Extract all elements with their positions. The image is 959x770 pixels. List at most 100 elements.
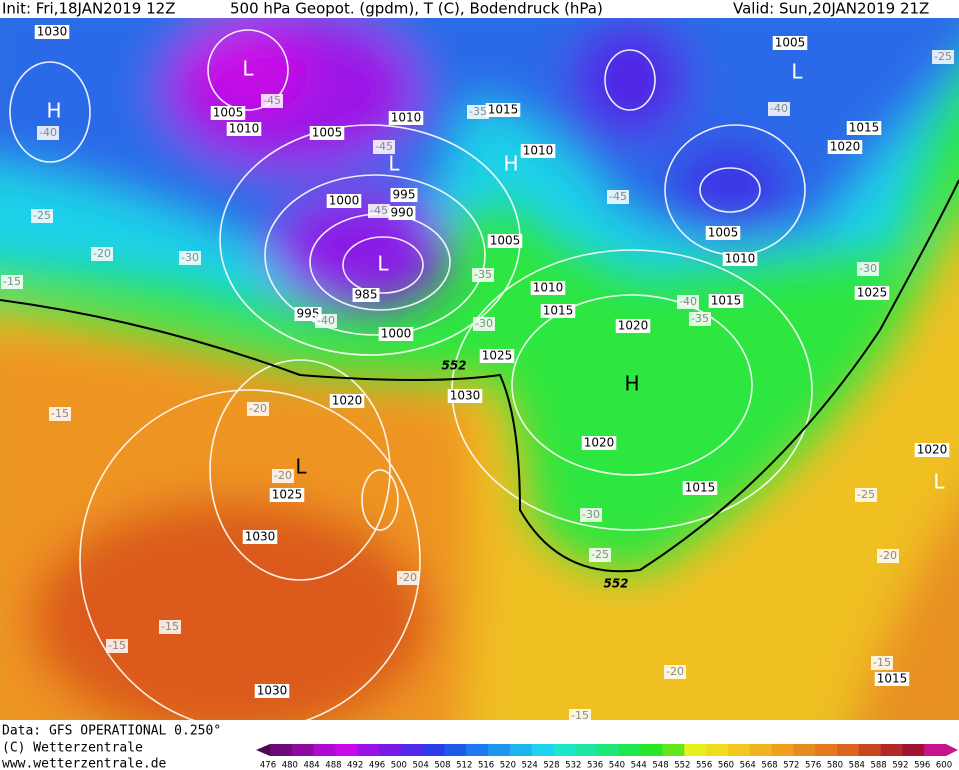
scale-cell — [270, 744, 293, 756]
pressure-label-group: 1030 — [242, 530, 278, 544]
pressure-label-box — [615, 319, 651, 333]
pressure-label: 1005 — [312, 126, 343, 140]
temperature-label-group: -20 — [664, 665, 686, 679]
pressure-label-box — [309, 126, 345, 140]
pressure-label-box — [854, 286, 890, 300]
scale-label: 512 — [456, 761, 472, 770]
pressure-label: 1020 — [332, 394, 363, 408]
pressure-label-box — [827, 140, 863, 154]
temperature-label-box — [49, 407, 71, 421]
temperature-label-box — [857, 262, 879, 276]
valid-time: Valid: Sun,20JAN2019 21Z — [733, 0, 929, 18]
scale-label: 584 — [849, 761, 865, 770]
pressure-label-group: 1030 — [447, 389, 483, 403]
temperature-label-box — [368, 204, 390, 218]
scale-label: 520 — [500, 761, 516, 770]
pressure-label: 1000 — [329, 194, 360, 208]
temperature-label-box — [106, 639, 128, 653]
pressure-label: 995 — [297, 307, 320, 321]
pressure-label: 1030 — [450, 389, 481, 403]
scale-end-left — [256, 744, 270, 756]
pressure-label-group: 1015 — [708, 294, 744, 308]
pressure-label-group: 1015 — [682, 481, 718, 495]
pressure-label-group: 995 — [390, 188, 418, 202]
pressure-label-box — [378, 327, 414, 341]
pressure-label-group: 1015 — [485, 103, 521, 117]
scale-cell — [902, 744, 925, 756]
552-contour — [0, 179, 959, 573]
temperature-label-box — [1, 275, 23, 289]
scale-cell — [771, 744, 794, 756]
temperature-label: -40 — [39, 126, 57, 139]
scale-label: 500 — [391, 761, 407, 770]
temperature-label-group: -15 — [106, 639, 128, 653]
scale-label: 564 — [740, 761, 756, 770]
pressure-label: 1020 — [618, 319, 649, 333]
scale-label: 532 — [565, 761, 581, 770]
temperature-label: -30 — [181, 251, 199, 264]
scale-end-right — [946, 744, 958, 756]
pressure-label-box — [914, 443, 950, 457]
copyright: (C) Wetterzentrale — [2, 741, 143, 756]
temperature-label-box — [589, 548, 611, 562]
temperature-label-box — [315, 314, 337, 328]
temperature-label-box — [91, 247, 113, 261]
scale-cell — [618, 744, 642, 756]
temperature-label: -20 — [399, 571, 417, 584]
pressure-label-group: 1025 — [854, 286, 890, 300]
pressure-label: 1010 — [391, 111, 422, 125]
temperature-label-box — [473, 317, 495, 331]
temperature-label: -40 — [317, 314, 335, 327]
scale-cell — [836, 744, 860, 756]
temperature-label: -15 — [161, 620, 179, 633]
temperature-label: -15 — [108, 639, 126, 652]
temperature-label-group: -20 — [397, 571, 419, 585]
scale-cell — [727, 744, 751, 756]
temperature-label-box — [397, 571, 419, 585]
scale-cell — [422, 744, 445, 756]
temperature-label-group: -20 — [272, 469, 294, 483]
pressure-label-group: 1005 — [705, 226, 741, 240]
pressure-center: L — [242, 57, 254, 81]
pressure-label-group: 1005 — [309, 126, 345, 140]
temperature-label-group: -15 — [569, 709, 591, 720]
temperature-label-group: -45 — [368, 204, 390, 218]
temperature-label: -20 — [93, 247, 111, 260]
temperature-label-group: -25 — [855, 488, 877, 502]
pressure-label: 985 — [355, 288, 378, 302]
temperature-label-group: -40 — [37, 126, 59, 140]
temperature-label-box — [373, 140, 395, 154]
scale-label: 580 — [827, 761, 843, 770]
pressure-label: 1015 — [877, 672, 908, 686]
temperature-label-group: -20 — [877, 549, 899, 563]
pressure-label: 1025 — [482, 349, 513, 363]
temperature-label: -45 — [263, 94, 281, 107]
pressure-label: 1015 — [543, 304, 574, 318]
pressure-label-box — [485, 103, 521, 117]
temperature-label-box — [272, 469, 294, 483]
temperature-label-group: -30 — [580, 508, 602, 522]
pressure-label: 1005 — [775, 36, 806, 50]
pressure-label-box — [210, 106, 246, 120]
height-contour-label: 552 — [441, 359, 466, 373]
pressure-label-group: 1020 — [329, 394, 365, 408]
temperature-label: -15 — [873, 656, 891, 669]
scale-cell — [793, 744, 816, 756]
temperature-label: -15 — [3, 275, 21, 288]
scale-cell — [335, 744, 358, 756]
scale-label: 540 — [609, 761, 625, 770]
pressure-label-group: 1020 — [827, 140, 863, 154]
pressure-label-group: 1020 — [914, 443, 950, 457]
scale-label: 480 — [282, 761, 298, 770]
scale-cell — [662, 744, 685, 756]
temperature-label: -45 — [609, 190, 627, 203]
pressure-label-box — [388, 206, 416, 220]
scale-cell — [379, 744, 402, 756]
temperature-label-group: -40 — [677, 295, 699, 309]
scale-cell — [749, 744, 773, 756]
pressure-label: 1010 — [533, 281, 564, 295]
scale-label: 508 — [434, 761, 450, 770]
scale-label: 548 — [652, 761, 668, 770]
pressure-label-group: 1030 — [254, 684, 290, 698]
